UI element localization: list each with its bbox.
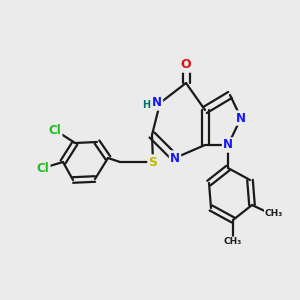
- Text: CH₃: CH₃: [224, 238, 242, 247]
- Text: N: N: [236, 112, 246, 124]
- Text: Cl: Cl: [49, 124, 62, 136]
- Text: H: H: [142, 100, 150, 110]
- Text: O: O: [181, 58, 191, 71]
- Text: N: N: [170, 152, 180, 164]
- Text: CH₃: CH₃: [265, 209, 283, 218]
- Text: S: S: [148, 155, 158, 169]
- Text: N: N: [223, 139, 233, 152]
- Text: Cl: Cl: [37, 161, 50, 175]
- Text: N: N: [152, 97, 162, 110]
